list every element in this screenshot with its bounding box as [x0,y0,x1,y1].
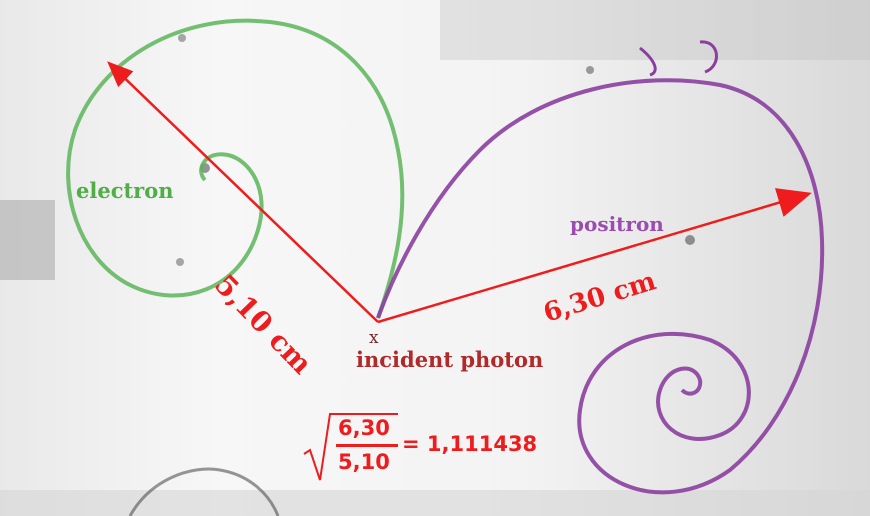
formula-numerator: 6,30 [338,416,390,440]
background-track [128,467,280,516]
speck [178,34,186,42]
incident-photon-label: incident photon [356,347,544,372]
positron-track-hook [699,40,718,74]
positron-radius-arrow [377,188,812,324]
fraction-bar [336,444,398,447]
electron-label: electron [76,178,174,203]
vertex-mark: x [369,328,379,348]
electron-radius-arrow [107,61,379,323]
formula-denominator: 5,10 [338,450,390,474]
dark-smudge-left [0,200,55,280]
electron-track [66,18,405,319]
speck [586,66,594,74]
dark-band-bottom [0,490,870,516]
square-root-sign [303,413,398,481]
ratio-formula: 6,30 5,10 = 1,111438 [300,408,580,484]
speck [685,235,695,245]
positron-label: positron [570,212,664,236]
positron-track [376,78,825,495]
dark-band-top [440,0,870,60]
speck [176,258,184,266]
formula-result: = 1,111438 [402,432,538,456]
positron-track-hook [639,46,657,77]
